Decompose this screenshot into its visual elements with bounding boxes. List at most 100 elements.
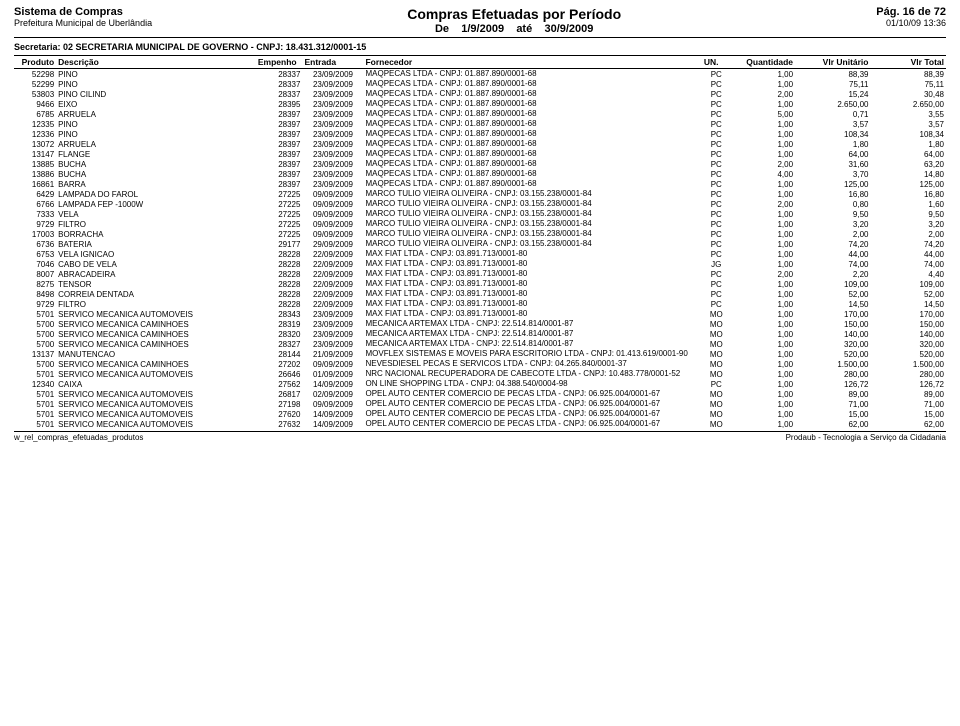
- cell-qtd: 1,00: [731, 189, 795, 199]
- cell-total: 14,50: [870, 299, 946, 309]
- cell-unit: 88,39: [795, 69, 870, 80]
- table-row: 5701SERVICO MECANICA AUTOMOVEIS2763214/0…: [14, 419, 946, 429]
- table-row: 5700SERVICO MECANICA CAMINHOES2831923/09…: [14, 319, 946, 329]
- cell-fornecedor: ON LINE SHOPPING LTDA - CNPJ: 04.388.540…: [363, 379, 701, 389]
- cell-un: MO: [702, 399, 731, 409]
- cell-descricao: PINO CILIND: [56, 89, 256, 99]
- cell-fornecedor: MAQPECAS LTDA - CNPJ: 01.887.890/0001-68: [363, 89, 701, 99]
- cell-qtd: 1,00: [731, 399, 795, 409]
- cell-qtd: 1,00: [731, 69, 795, 80]
- cell-fornecedor: MECANICA ARTEMAX LTDA - CNPJ: 22.514.814…: [363, 339, 701, 349]
- cell-qtd: 2,00: [731, 89, 795, 99]
- cell-produto: 9729: [14, 219, 56, 229]
- cell-entrada: 09/09/2009: [302, 229, 363, 239]
- cell-un: PC: [702, 239, 731, 249]
- cell-un: PC: [702, 379, 731, 389]
- cell-descricao: SERVICO MECANICA AUTOMOVEIS: [56, 399, 256, 409]
- cell-qtd: 1,00: [731, 279, 795, 289]
- cell-empenho: 28343: [256, 309, 303, 319]
- cell-qtd: 1,00: [731, 99, 795, 109]
- cell-descricao: PINO: [56, 129, 256, 139]
- cell-un: MO: [702, 319, 731, 329]
- cell-fornecedor: MAX FIAT LTDA - CNPJ: 03.891.713/0001-80: [363, 259, 701, 269]
- cell-entrada: 23/09/2009: [302, 129, 363, 139]
- cell-total: 62,00: [870, 419, 946, 429]
- cell-un: PC: [702, 69, 731, 80]
- cell-entrada: 23/09/2009: [302, 109, 363, 119]
- cell-total: 52,00: [870, 289, 946, 299]
- cell-qtd: 1,00: [731, 409, 795, 419]
- cell-fornecedor: MARCO TULIO VIEIRA OLIVEIRA - CNPJ: 03.1…: [363, 229, 701, 239]
- cell-unit: 2,00: [795, 229, 870, 239]
- cell-produto: 13137: [14, 349, 56, 359]
- footer-right: Prodaub - Tecnologia a Serviço da Cidada…: [786, 433, 946, 442]
- table-row: 6766LAMPADA FEP -1000W2722509/09/2009MAR…: [14, 199, 946, 209]
- cell-fornecedor: MAQPECAS LTDA - CNPJ: 01.887.890/0001-68: [363, 69, 701, 80]
- cell-empenho: 28228: [256, 289, 303, 299]
- cell-total: 75,11: [870, 79, 946, 89]
- cell-total: 74,00: [870, 259, 946, 269]
- cell-fornecedor: MAQPECAS LTDA - CNPJ: 01.887.890/0001-68: [363, 119, 701, 129]
- table-row: 13147FLANGE2839723/09/2009MAQPECAS LTDA …: [14, 149, 946, 159]
- col-header-unit: Vlr Unitário: [795, 56, 870, 69]
- cell-unit: 108,34: [795, 129, 870, 139]
- cell-unit: 2,20: [795, 269, 870, 279]
- cell-empenho: 27562: [256, 379, 303, 389]
- cell-entrada: 09/09/2009: [302, 359, 363, 369]
- cell-entrada: 23/09/2009: [302, 169, 363, 179]
- cell-qtd: 1,00: [731, 339, 795, 349]
- cell-un: PC: [702, 249, 731, 259]
- cell-total: 9,50: [870, 209, 946, 219]
- cell-empenho: 28397: [256, 169, 303, 179]
- cell-qtd: 1,00: [731, 149, 795, 159]
- cell-produto: 6766: [14, 199, 56, 209]
- cell-unit: 74,00: [795, 259, 870, 269]
- cell-produto: 5701: [14, 409, 56, 419]
- cell-total: 1.500,00: [870, 359, 946, 369]
- col-header-un: UN.: [702, 56, 731, 69]
- cell-qtd: 1,00: [731, 259, 795, 269]
- cell-un: MO: [702, 419, 731, 429]
- cell-fornecedor: NRC NACIONAL RECUPERADORA DE CABECOTE LT…: [363, 369, 701, 379]
- cell-fornecedor: MOVFLEX SISTEMAS E MOVEIS PARA ESCRITORI…: [363, 349, 701, 359]
- table-body: 52298PINO2833723/09/2009MAQPECAS LTDA - …: [14, 69, 946, 430]
- cell-total: 2,00: [870, 229, 946, 239]
- cell-unit: 3,70: [795, 169, 870, 179]
- cell-fornecedor: MAX FIAT LTDA - CNPJ: 03.891.713/0001-80: [363, 309, 701, 319]
- cell-un: PC: [702, 299, 731, 309]
- cell-empenho: 28337: [256, 79, 303, 89]
- cell-empenho: 28337: [256, 89, 303, 99]
- cell-total: 140,00: [870, 329, 946, 339]
- cell-fornecedor: MARCO TULIO VIEIRA OLIVEIRA - CNPJ: 03.1…: [363, 219, 701, 229]
- cell-total: 109,00: [870, 279, 946, 289]
- cell-empenho: 28397: [256, 139, 303, 149]
- cell-empenho: 27198: [256, 399, 303, 409]
- cell-qtd: 1,00: [731, 79, 795, 89]
- cell-qtd: 1,00: [731, 319, 795, 329]
- cell-qtd: 1,00: [731, 369, 795, 379]
- cell-unit: 15,00: [795, 409, 870, 419]
- cell-empenho: 28144: [256, 349, 303, 359]
- cell-qtd: 1,00: [731, 229, 795, 239]
- cell-total: 3,57: [870, 119, 946, 129]
- cell-descricao: SERVICO MECANICA CAMINHOES: [56, 329, 256, 339]
- cell-un: PC: [702, 139, 731, 149]
- cell-unit: 150,00: [795, 319, 870, 329]
- cell-unit: 2.650,00: [795, 99, 870, 109]
- table-row: 6785ARRUELA2839723/09/2009MAQPECAS LTDA …: [14, 109, 946, 119]
- cell-empenho: 28228: [256, 279, 303, 289]
- cell-qtd: 1,00: [731, 139, 795, 149]
- cell-entrada: 23/09/2009: [302, 69, 363, 80]
- cell-un: MO: [702, 359, 731, 369]
- cell-entrada: 22/09/2009: [302, 279, 363, 289]
- cell-empenho: 28397: [256, 159, 303, 169]
- report-title: Compras Efetuadas por Período: [152, 6, 876, 22]
- cell-entrada: 23/09/2009: [302, 309, 363, 319]
- cell-total: 74,20: [870, 239, 946, 249]
- cell-descricao: SERVICO MECANICA AUTOMOVEIS: [56, 389, 256, 399]
- cell-fornecedor: OPEL AUTO CENTER COMERCIO DE PECAS LTDA …: [363, 399, 701, 409]
- cell-empenho: 27225: [256, 219, 303, 229]
- cell-produto: 9466: [14, 99, 56, 109]
- cell-unit: 3,57: [795, 119, 870, 129]
- cell-empenho: 28337: [256, 69, 303, 80]
